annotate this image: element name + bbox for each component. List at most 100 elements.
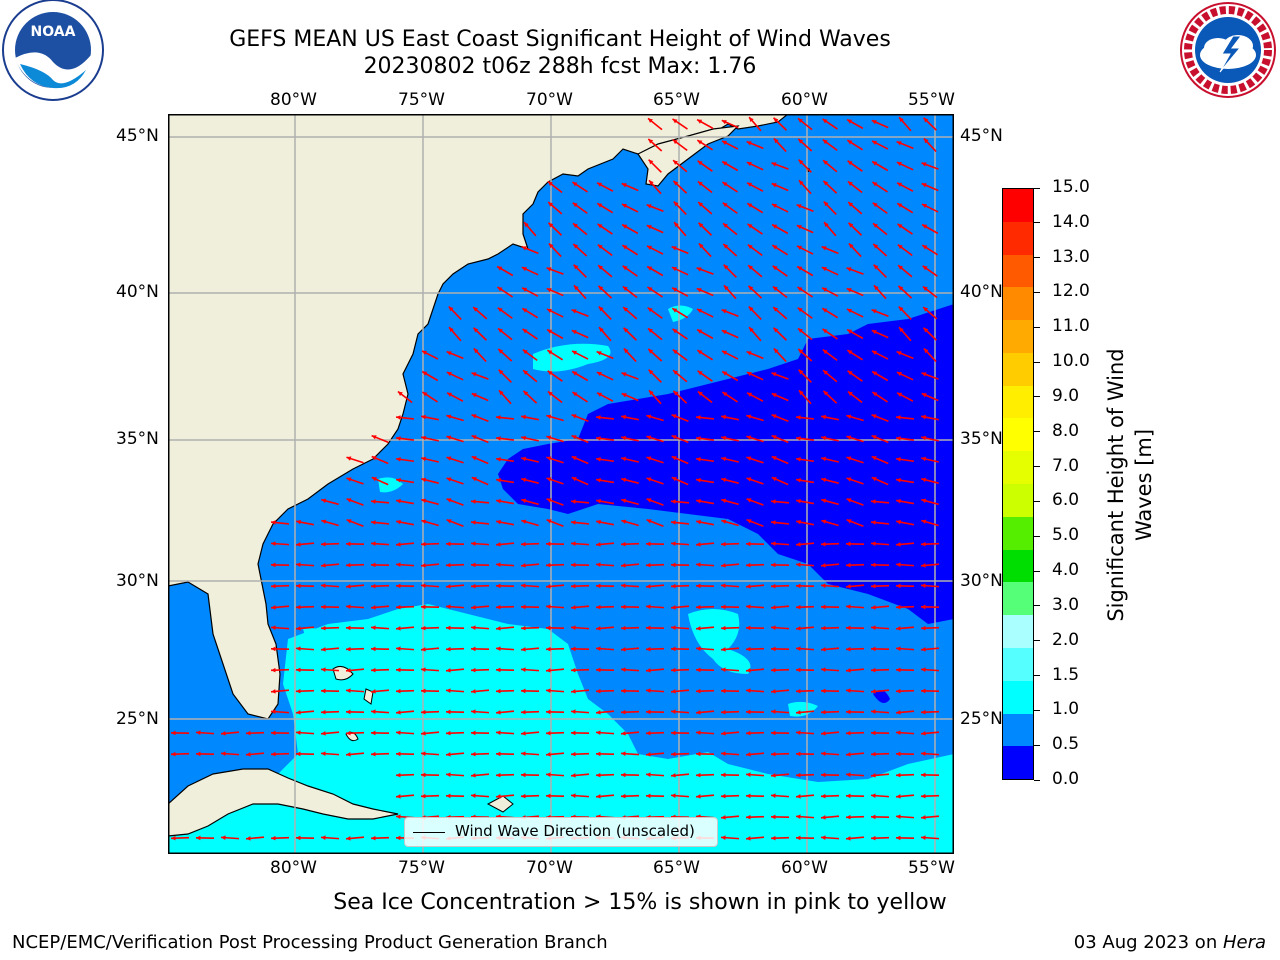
- wave-arrow-head: [271, 520, 276, 525]
- wave-arrow-head: [796, 498, 801, 504]
- wave-arrow-head: [697, 181, 703, 186]
- wave-arrow-head: [621, 435, 627, 441]
- wave-arrow-head: [821, 267, 827, 272]
- colorbar-strip: [1003, 615, 1033, 648]
- wave-arrow-head: [873, 264, 879, 270]
- wave-arrow-head: [546, 498, 552, 503]
- colorbar-tick-label: 5.0: [1052, 525, 1080, 546]
- wave-arrow-head: [896, 646, 901, 651]
- ocean-high-patch: [788, 701, 818, 717]
- wave-arrow-head: [823, 180, 829, 186]
- wave-arrow-head: [421, 477, 427, 483]
- wave-arrow-head: [872, 392, 878, 397]
- wave-arrow-head: [496, 604, 501, 610]
- wave-arrow-head: [446, 625, 451, 631]
- colorbar-tick-label: 14.0: [1052, 211, 1090, 232]
- wave-arrow-head: [646, 604, 651, 609]
- colorbar-tick-label: 12.0: [1052, 281, 1090, 302]
- wave-arrow-head: [673, 160, 678, 165]
- wave-arrow-head: [696, 794, 701, 799]
- wave-arrow-head: [846, 793, 851, 799]
- wave-arrow-head: [871, 350, 877, 355]
- wave-arrow-head: [721, 751, 726, 756]
- wave-arrow-head: [671, 689, 676, 694]
- wave-arrow-head: [798, 390, 804, 396]
- lon-label-top: 75°W: [398, 90, 445, 110]
- wave-arrow-head: [821, 751, 826, 756]
- wave-arrow-head: [721, 604, 726, 610]
- wave-arrow-head: [871, 309, 877, 314]
- wave-arrow-head: [721, 414, 726, 420]
- wave-arrow-head: [346, 730, 351, 736]
- wave-arrow-head: [746, 709, 751, 715]
- wave-arrow-head: [896, 772, 901, 778]
- wave-arrow-head: [921, 203, 927, 209]
- wave-arrow-head: [746, 688, 751, 693]
- wave-arrow-head: [796, 204, 802, 209]
- wave-arrow-head: [846, 435, 852, 440]
- colorbar-label-line1: Significant Height of Wind: [1104, 348, 1128, 622]
- wave-arrow-head: [721, 709, 726, 715]
- wave-arrow-head: [896, 835, 901, 841]
- wave-arrow-head: [771, 625, 776, 630]
- wave-arrow-head: [422, 371, 428, 376]
- land-nova-scotia: [637, 125, 740, 187]
- wave-arrow-head: [896, 583, 901, 589]
- wave-arrow-head: [871, 140, 877, 145]
- wave-arrow-head: [371, 541, 376, 546]
- wave-arrow-head: [521, 647, 526, 652]
- wave-arrow-head: [271, 583, 276, 589]
- wave-arrow-head: [872, 161, 878, 166]
- grid-lines: [168, 114, 954, 854]
- wave-arrow-head: [496, 751, 501, 757]
- wave-arrow-head: [746, 604, 751, 609]
- wave-arrow-head: [571, 414, 577, 419]
- colorbar-strip: [1003, 254, 1033, 288]
- wave-arrow-head: [873, 223, 878, 228]
- wave-arrow-head: [923, 307, 929, 312]
- wave-arrow-head: [646, 730, 651, 736]
- wave-arrow-head: [847, 370, 853, 376]
- wave-arrow-head: [871, 562, 876, 568]
- wave-arrow-head: [698, 202, 704, 207]
- wave-arrow-head: [721, 498, 727, 504]
- wave-arrow-head: [923, 117, 929, 123]
- colorbar-tick-label: 1.0: [1052, 699, 1080, 720]
- wave-arrow-head: [572, 371, 578, 376]
- wave-arrow-head: [296, 688, 301, 694]
- wave-arrow-head: [846, 562, 851, 568]
- wave-arrow-head: [722, 392, 728, 397]
- wave-arrow-head: [573, 243, 579, 249]
- wave-arrow-head: [921, 625, 926, 631]
- wave-arrow-head: [648, 159, 654, 165]
- wave-arrow-head: [872, 202, 878, 208]
- wave-arrow-head: [846, 752, 851, 757]
- wave-arrow-head: [673, 370, 678, 375]
- wave-arrow-head: [471, 689, 476, 694]
- wave-arrow-head: [321, 709, 326, 715]
- wave-arrow-head: [597, 244, 603, 250]
- wave-arrow-head: [471, 520, 476, 525]
- wave-arrow-head: [896, 519, 901, 525]
- wave-arrow-head: [371, 477, 377, 482]
- wave-arrow-head: [623, 348, 629, 354]
- wave-arrow-head: [296, 667, 301, 673]
- wave-arrow-head: [723, 243, 729, 249]
- wave-arrow-head: [346, 541, 351, 547]
- wave-arrow-head: [596, 667, 601, 673]
- wave-arrow-head: [746, 414, 752, 419]
- wave-arrow-head: [546, 793, 551, 799]
- colorbar-tick-label: 2.0: [1052, 629, 1080, 650]
- legend-label: Wind Wave Direction (unscaled): [455, 822, 695, 840]
- ocean-low-zone: [498, 304, 954, 624]
- wave-arrow-head: [471, 541, 476, 546]
- wave-arrow-head: [521, 477, 527, 483]
- wave-arrow-head: [646, 625, 651, 631]
- wave-arrow-head: [871, 709, 876, 714]
- colorbar-tick-label: 3.0: [1052, 594, 1080, 615]
- wave-arrow-head: [546, 435, 552, 440]
- wave-arrow-head: [848, 202, 854, 207]
- wave-arrow-head: [621, 625, 626, 631]
- wave-arrow-head: [696, 583, 701, 589]
- wave-arrow-head: [671, 435, 677, 440]
